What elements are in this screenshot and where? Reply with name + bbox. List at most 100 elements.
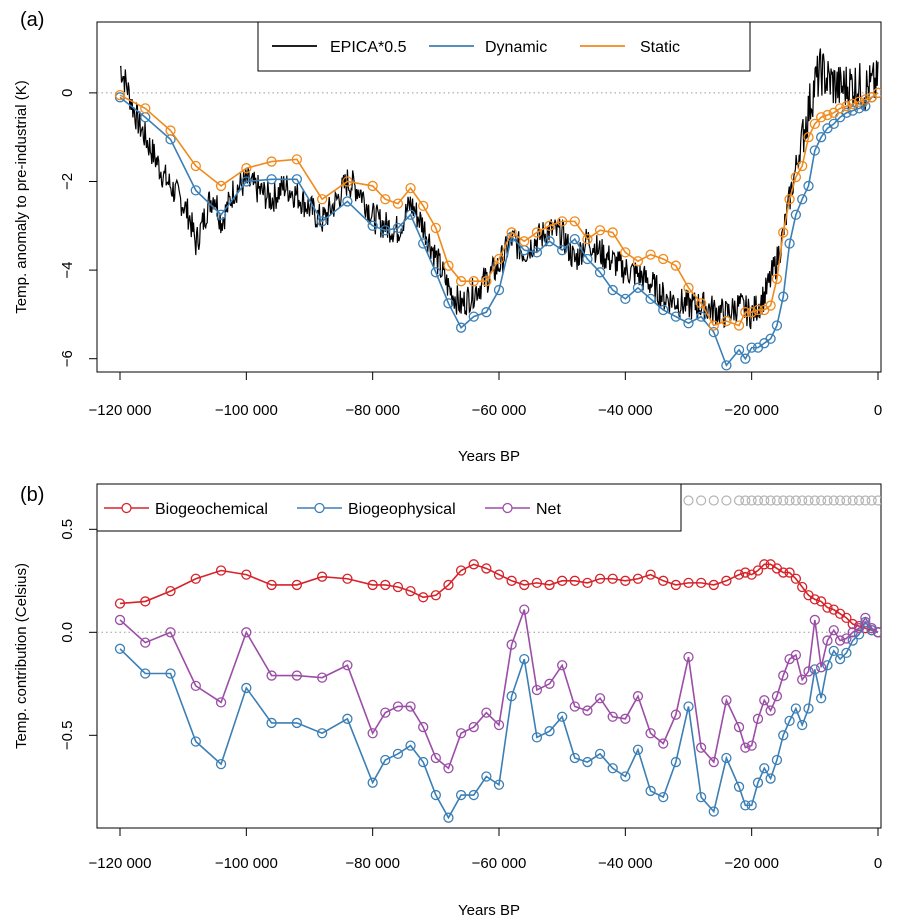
series-point-static [468, 276, 479, 287]
series-point-dynamic [784, 238, 795, 249]
series-point-net [740, 742, 751, 753]
series-point-dynamic [695, 311, 707, 322]
series-point-biogeophysical [803, 703, 814, 714]
series-point-net [114, 614, 126, 626]
series-point-biogeophysical [828, 645, 839, 657]
legend-label: Dynamic [485, 39, 547, 56]
series-point-dynamic [816, 132, 827, 143]
series-point-dynamic [443, 298, 454, 309]
series-point-biogeochemical [645, 569, 656, 580]
series-point-biogeophysical [468, 789, 479, 801]
series-point-static [797, 160, 808, 172]
series-point-dynamic [266, 174, 277, 185]
series-point-dynamic [557, 245, 568, 256]
series-point-static [544, 220, 555, 231]
series-point-biogeochemical [607, 573, 618, 584]
series-point-biogeochemical [683, 577, 694, 589]
marker-row-point [784, 495, 795, 506]
series-line-net [119, 609, 879, 770]
series-point-static [872, 87, 881, 99]
series-point-static [215, 180, 227, 192]
series-point-biogeophysical [430, 789, 441, 801]
series-point-static [853, 96, 865, 107]
series-point-biogeophysical [190, 736, 201, 747]
series-point-biogeophysical [790, 703, 802, 714]
series-point-dynamic [531, 247, 543, 258]
series-point-net [860, 612, 871, 624]
series-point-static [291, 154, 303, 165]
series-point-net [683, 651, 694, 663]
series-point-biogeochemical [430, 590, 441, 601]
series-point-dynamic [645, 293, 656, 305]
series-point-biogeophysical [822, 660, 833, 671]
series-point-dynamic [733, 344, 745, 355]
series-point-net [418, 721, 429, 733]
series-point-biogeophysical [140, 668, 151, 679]
series-point-biogeophysical [721, 752, 732, 764]
series-point-static [683, 282, 694, 293]
series-point-net [569, 701, 580, 712]
series-point-biogeophysical [809, 664, 820, 675]
series-point-static [822, 109, 833, 121]
panel-label: (a) [20, 9, 44, 31]
series-point-static [506, 227, 517, 238]
series-line-epica [119, 48, 879, 330]
series-point-static [746, 307, 757, 318]
series-point-dynamic [771, 320, 783, 331]
series-point-biogeophysical [569, 752, 580, 764]
series-point-net [531, 684, 543, 696]
series-point-biogeochemical [266, 579, 277, 591]
series-point-static [860, 94, 871, 105]
y-axis-title: Temp. contribution (Celsius) [13, 563, 30, 749]
series-point-biogeophysical [481, 771, 492, 782]
series-point-biogeophysical [759, 763, 770, 774]
legend-box [96, 483, 682, 532]
series-point-static [190, 160, 201, 172]
series-point-biogeophysical [670, 756, 682, 768]
series-point-static [721, 315, 732, 327]
series-point-dynamic [291, 174, 303, 185]
series-point-static [834, 103, 846, 114]
series-point-net [632, 691, 644, 702]
series-point-static [266, 156, 277, 167]
series-point-biogeophysical [266, 717, 277, 729]
marker-row-point [866, 495, 877, 506]
series-point-net [620, 713, 631, 724]
series-point-net [721, 695, 732, 706]
series-point-biogeophysical [519, 653, 530, 665]
series-point-biogeochemical [418, 592, 429, 603]
y-tick-label: 0.0 [59, 622, 76, 643]
series-point-dynamic [797, 194, 808, 205]
marker-row-point [860, 495, 871, 506]
legend-marker [502, 502, 513, 514]
series-point-net [771, 691, 783, 702]
legend-label: EPICA*0.5 [330, 39, 407, 56]
series-point-biogeophysical [708, 806, 719, 817]
series-point-net [752, 713, 764, 724]
series-point-biogeophysical [380, 754, 391, 766]
series-point-net [392, 701, 404, 712]
y-axis-title: Temp. anomaly to pre-industrial (K) [13, 80, 30, 313]
series-point-dynamic [392, 222, 404, 234]
series-point-biogeochemical [114, 598, 126, 609]
series-point-biogeophysical [443, 812, 454, 823]
series-point-static [740, 307, 751, 318]
series-point-biogeophysical [847, 635, 858, 646]
series-point-biogeophysical [834, 653, 846, 665]
series-point-biogeophysical [695, 791, 707, 803]
series-point-dynamic [746, 342, 757, 353]
series-point-net [790, 649, 802, 661]
series-point-biogeochemical [506, 575, 517, 586]
series-point-biogeochemical [752, 565, 764, 576]
marker-row-point [771, 495, 783, 506]
series-point-biogeochemical [733, 569, 745, 580]
series-point-dynamic [316, 216, 328, 227]
series-point-net [695, 742, 707, 753]
series-point-static [841, 101, 852, 112]
series-point-biogeochemical [620, 575, 631, 586]
marker-row-point [809, 495, 820, 506]
series-point-biogeochemical [816, 596, 827, 607]
series-point-biogeophysical [582, 756, 593, 768]
series-point-static [752, 304, 764, 316]
